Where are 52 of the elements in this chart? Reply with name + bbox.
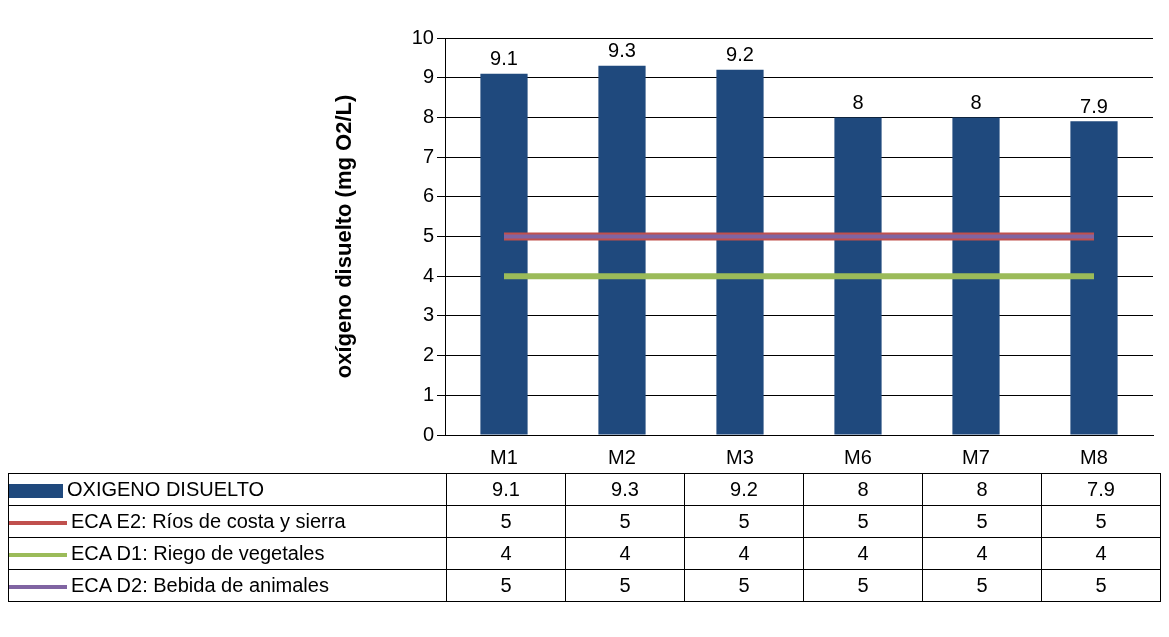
legend-label: OXIGENO DISUELTO bbox=[67, 478, 265, 500]
text: 9.1 bbox=[490, 47, 518, 70]
legend-label: ECA D1: Riego de vegetales bbox=[71, 542, 325, 564]
text: 7.9 bbox=[1080, 94, 1108, 117]
text: 9.2 bbox=[726, 43, 754, 66]
data-label: 4 bbox=[565, 537, 685, 570]
data-label: 5 bbox=[1041, 569, 1161, 602]
legend-label: ECA E2: Ríos de costa y sierra bbox=[71, 510, 346, 532]
y-tick-label: 2 bbox=[422, 343, 434, 366]
data-label: 5 bbox=[446, 505, 566, 538]
text: 8 bbox=[970, 90, 982, 113]
data-label: 8 bbox=[922, 473, 1042, 506]
data-label: 9.3 bbox=[565, 473, 685, 506]
data-label: 5 bbox=[565, 505, 685, 538]
x-tick-label: M1 bbox=[490, 445, 518, 468]
x-tick-label: M7 bbox=[962, 445, 990, 468]
text: 8 bbox=[852, 90, 864, 113]
y-tick-label: 4 bbox=[422, 263, 434, 286]
data-label: 8 bbox=[803, 473, 923, 506]
y-tick-label: 0 bbox=[422, 422, 434, 445]
data-label: 5 bbox=[684, 505, 804, 538]
data-label: 4 bbox=[922, 537, 1042, 570]
y-tick-label: 1 bbox=[422, 382, 434, 405]
data-label: 9.1 bbox=[446, 473, 566, 506]
data-label: 5 bbox=[565, 569, 685, 602]
y-tick-label: 6 bbox=[422, 184, 434, 207]
y-axis-title: oxígeno disuelto (mg O2/L) bbox=[331, 94, 357, 379]
y-tick-label: 7 bbox=[422, 144, 434, 167]
x-tick-label: M2 bbox=[608, 445, 636, 468]
data-label: 5 bbox=[803, 569, 923, 602]
x-tick-label: M6 bbox=[844, 445, 872, 468]
data-label: 5 bbox=[803, 505, 923, 538]
data-label: 4 bbox=[1041, 537, 1161, 570]
data-label: 7.9 bbox=[1041, 473, 1161, 506]
text: 9.3 bbox=[608, 39, 636, 62]
data-label: 5 bbox=[1041, 505, 1161, 538]
data-label: 5 bbox=[446, 569, 566, 602]
y-tick-label: 10 bbox=[411, 25, 434, 48]
legend-label: ECA D2: Bebida de animales bbox=[71, 574, 329, 596]
data-label: 4 bbox=[684, 537, 804, 570]
data-label: 9.2 bbox=[684, 473, 804, 506]
data-label: 4 bbox=[803, 537, 923, 570]
data-label: 4 bbox=[446, 537, 566, 570]
y-tick-label: 8 bbox=[422, 104, 434, 127]
data-label: 5 bbox=[922, 569, 1042, 602]
data-label: 5 bbox=[922, 505, 1042, 538]
y-tick-label: 9 bbox=[422, 65, 434, 88]
x-tick-label: M3 bbox=[726, 445, 754, 468]
y-tick-label: 5 bbox=[422, 224, 434, 247]
y-tick-label: 3 bbox=[422, 303, 434, 326]
data-label: 5 bbox=[684, 569, 804, 602]
x-tick-label: M8 bbox=[1080, 445, 1108, 468]
